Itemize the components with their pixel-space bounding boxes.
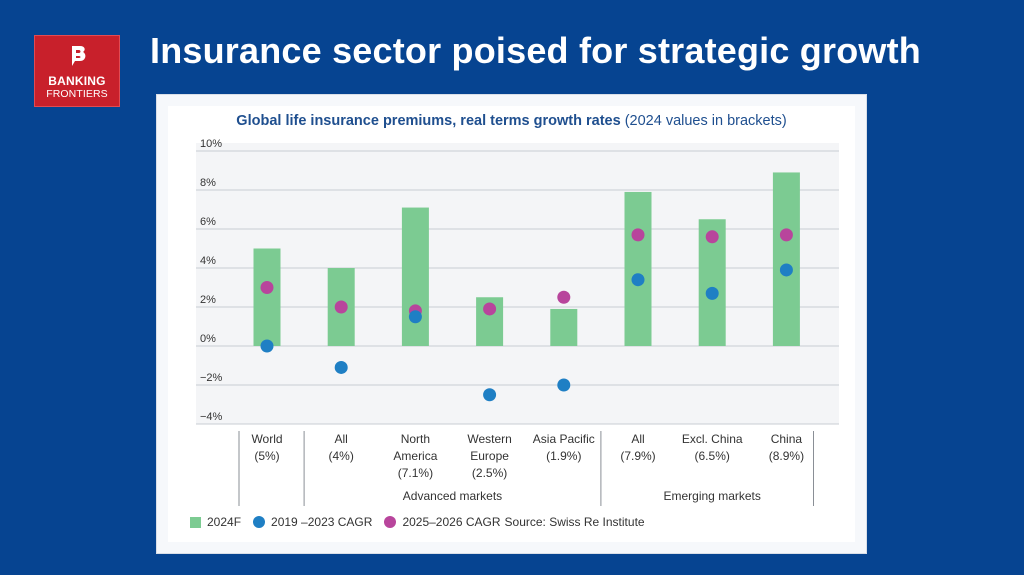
dot-2025-2026-cagr (334, 300, 348, 314)
dot-2025-2026-cagr (483, 302, 497, 316)
legend-item-2019-2023: 2019 –2023 CAGR (253, 515, 372, 529)
chart-title-main: Global life insurance premiums, real ter… (236, 113, 621, 129)
category-label: All (335, 432, 348, 446)
category-label: (2.5%) (472, 466, 507, 480)
chart-panel: Global life insurance premiums, real ter… (168, 106, 855, 542)
logo-text-line2: FRONTIERS (46, 88, 108, 100)
dot-2019-2023-cagr (705, 286, 719, 300)
dot-2019-2023-cagr (260, 339, 274, 353)
bar-2024f (253, 248, 281, 346)
bar-2024f (550, 308, 578, 346)
category-label: (7.9%) (620, 449, 655, 463)
chart-title: Global life insurance premiums, real ter… (168, 113, 855, 129)
dot-2019-2023-cagr (334, 360, 348, 374)
category-label: America (393, 449, 437, 463)
group-label: Advanced markets (403, 489, 502, 503)
logo-emblem-icon (72, 46, 86, 66)
category-label: (7.1%) (398, 466, 433, 480)
chart-legend: 2024F 2019 –2023 CAGR 2025–2026 CAGR Sou… (190, 515, 645, 529)
legend-swatch-dot-blue (253, 516, 266, 528)
legend-label-2024f: 2024F (207, 515, 242, 529)
legend-swatch-bar (190, 516, 201, 528)
category-label: Asia Pacific (533, 432, 595, 446)
dot-2019-2023-cagr (557, 378, 571, 392)
chart-canvas: 10% 8% 6% 4% 2% 0% −2% −4% World (5%) All (4%) North… (196, 138, 839, 506)
y-tick-label: 0% (200, 333, 216, 345)
legend-item-2024f: 2024F (190, 515, 241, 529)
page-headline: Insurance sector poised for strategic gr… (150, 30, 921, 71)
banking-frontiers-logo: BANKING FRONTIERS (34, 35, 120, 107)
bar-2024f (772, 172, 800, 346)
category-label: Europe (470, 449, 509, 463)
dot-2025-2026-cagr (557, 290, 571, 304)
category-label: All (631, 432, 644, 446)
category-label: Western (467, 432, 511, 446)
category-label: (6.5%) (695, 449, 730, 463)
chart-title-subtitle: (2024 values in brackets) (624, 113, 787, 129)
dot-2019-2023-cagr (779, 263, 793, 277)
dot-2025-2026-cagr (779, 228, 793, 242)
bar-2024f (624, 191, 652, 346)
y-tick-label: 4% (200, 255, 216, 267)
bar-2024f (401, 207, 429, 346)
dot-2019-2023-cagr (631, 273, 645, 287)
dot-2019-2023-cagr (408, 310, 422, 324)
category-label: (8.9%) (769, 449, 804, 463)
category-label: China (771, 432, 803, 446)
dot-2025-2026-cagr (631, 228, 645, 242)
y-tick-label: 6% (200, 216, 216, 228)
dot-2019-2023-cagr (483, 388, 497, 402)
dot-2025-2026-cagr (705, 230, 719, 244)
legend-item-2025-2026: 2025–2026 CAGR (384, 515, 501, 529)
category-label: Excl. China (682, 432, 743, 446)
group-label: Emerging markets (664, 489, 761, 503)
logo-text-line1: BANKING (48, 74, 106, 88)
y-tick-label: 10% (200, 138, 222, 150)
category-label: (5%) (254, 449, 279, 463)
legend-swatch-dot-magenta (384, 516, 397, 528)
chart-card: Global life insurance premiums, real ter… (157, 95, 866, 553)
legend-label-2019-2023: 2019 –2023 CAGR (271, 515, 373, 529)
category-label: (4%) (329, 449, 354, 463)
y-tick-label: 8% (200, 177, 216, 189)
dot-2025-2026-cagr (260, 281, 274, 294)
category-label: (1.9%) (546, 449, 581, 463)
chart-source: Source: Swiss Re Institute (504, 515, 645, 529)
plot-area (196, 143, 839, 424)
y-tick-label: 2% (200, 294, 216, 306)
category-label: World (251, 432, 282, 446)
y-tick-label: −2% (200, 372, 223, 384)
legend-label-2025-2026: 2025–2026 CAGR (402, 515, 501, 529)
category-label: North (401, 432, 430, 446)
y-tick-label: −4% (200, 411, 223, 423)
